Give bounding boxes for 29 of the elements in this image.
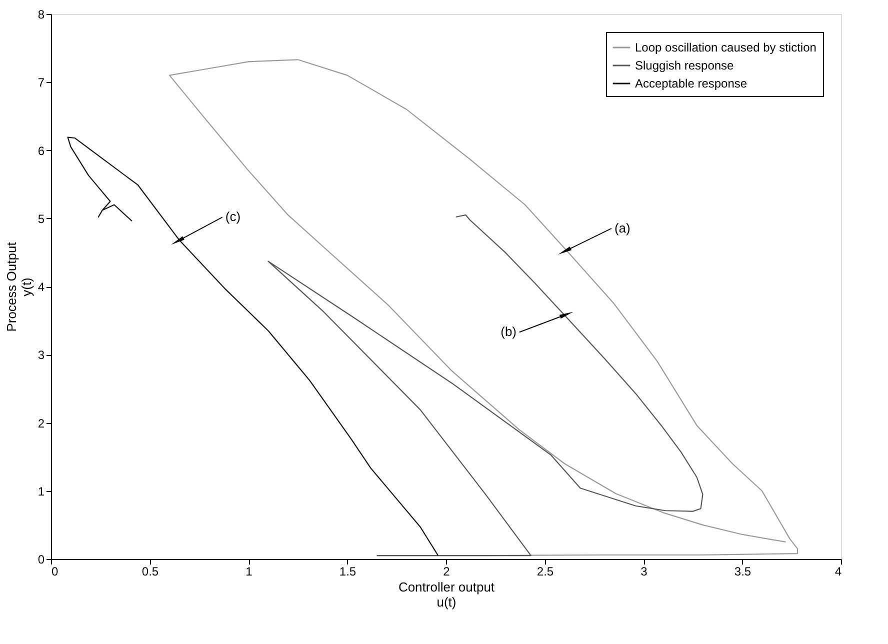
x-axis-title: Controller output u(t)	[398, 580, 495, 610]
y-tick-label: 3	[38, 348, 45, 362]
line-series	[168, 59, 798, 556]
x-tick-label: 4	[834, 564, 842, 578]
x-tick-label: 3	[640, 564, 648, 578]
y-tick-label: 5	[38, 212, 45, 226]
line-series	[268, 214, 704, 556]
x-tick-label: 3.5	[734, 564, 752, 578]
legend-label: Acceptable response	[635, 76, 748, 90]
y-tick-label: 4	[38, 280, 45, 294]
annotation: (c)	[225, 209, 241, 224]
legend-label: Sluggish response	[635, 58, 734, 72]
y-tick-label: 6	[38, 144, 45, 158]
x-tick-label: 1	[246, 564, 253, 578]
y-tick-label: 1	[38, 484, 45, 498]
y-tick-label: 2	[38, 416, 45, 430]
y-axis-title: Process Output y(t)	[4, 242, 34, 332]
x-tick-label: 0	[52, 564, 58, 578]
x-tick-label: 1.5	[339, 564, 356, 578]
y-tick-label: 0	[38, 552, 45, 566]
x-tick-label: 2.5	[536, 564, 554, 578]
x-tick-label: 0.5	[142, 564, 159, 578]
line-series	[67, 136, 439, 556]
annotation: (a)	[614, 220, 630, 236]
y-tick-label: 8	[38, 8, 45, 22]
x-tick-label: 2	[443, 564, 450, 578]
legend-label: Loop oscillation caused by stiction	[635, 40, 816, 54]
y-tick-label: 7	[38, 76, 45, 90]
annotation: (b)	[500, 324, 516, 340]
